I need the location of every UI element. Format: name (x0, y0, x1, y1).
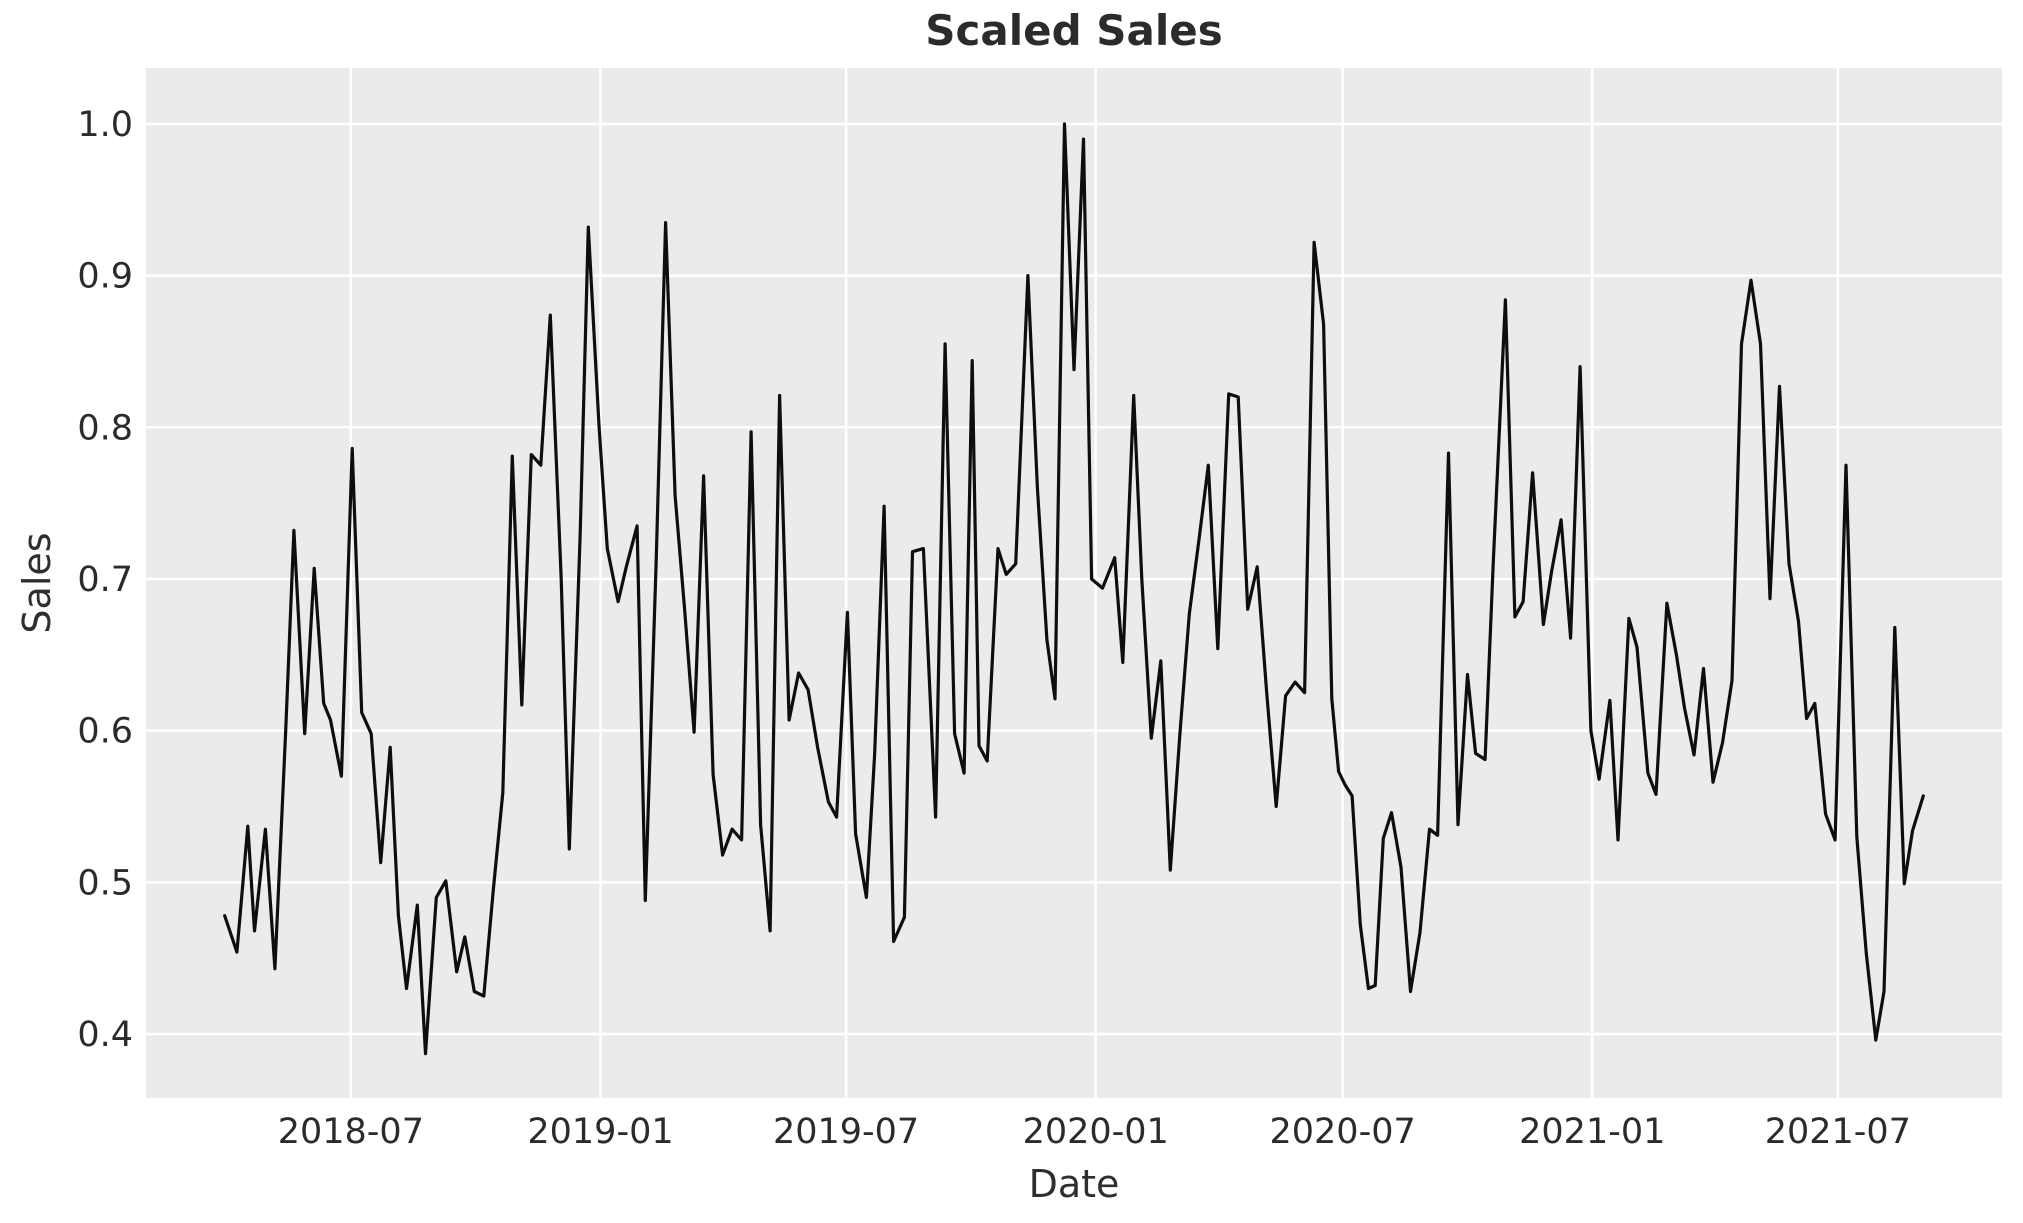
y-tick-label: 1.0 (77, 105, 133, 145)
x-tick-label: 2020-01 (1023, 1112, 1169, 1152)
x-tick-label: 2019-07 (773, 1112, 919, 1152)
x-tick-label: 2018-07 (278, 1112, 424, 1152)
x-tick-label: 2019-01 (527, 1112, 673, 1152)
y-tick-label: 0.9 (77, 257, 133, 297)
series-line-sales (223, 122, 1925, 1056)
y-tick-label: 0.4 (77, 1015, 133, 1055)
y-tick-label: 0.7 (77, 560, 133, 600)
x-axis-label: Date (1028, 1162, 1120, 1206)
y-tick-label: 0.8 (77, 408, 133, 448)
x-tick-label: 2021-07 (1765, 1112, 1911, 1152)
plot-area-background (146, 68, 2002, 1098)
y-axis-label: Sales (15, 532, 59, 634)
chart-title: Scaled Sales (925, 6, 1223, 55)
y-tick-label: 0.6 (77, 712, 133, 752)
x-tick-label: 2021-01 (1519, 1112, 1665, 1152)
y-tick-label: 0.5 (77, 863, 133, 903)
x-tick-label: 2020-07 (1270, 1112, 1416, 1152)
